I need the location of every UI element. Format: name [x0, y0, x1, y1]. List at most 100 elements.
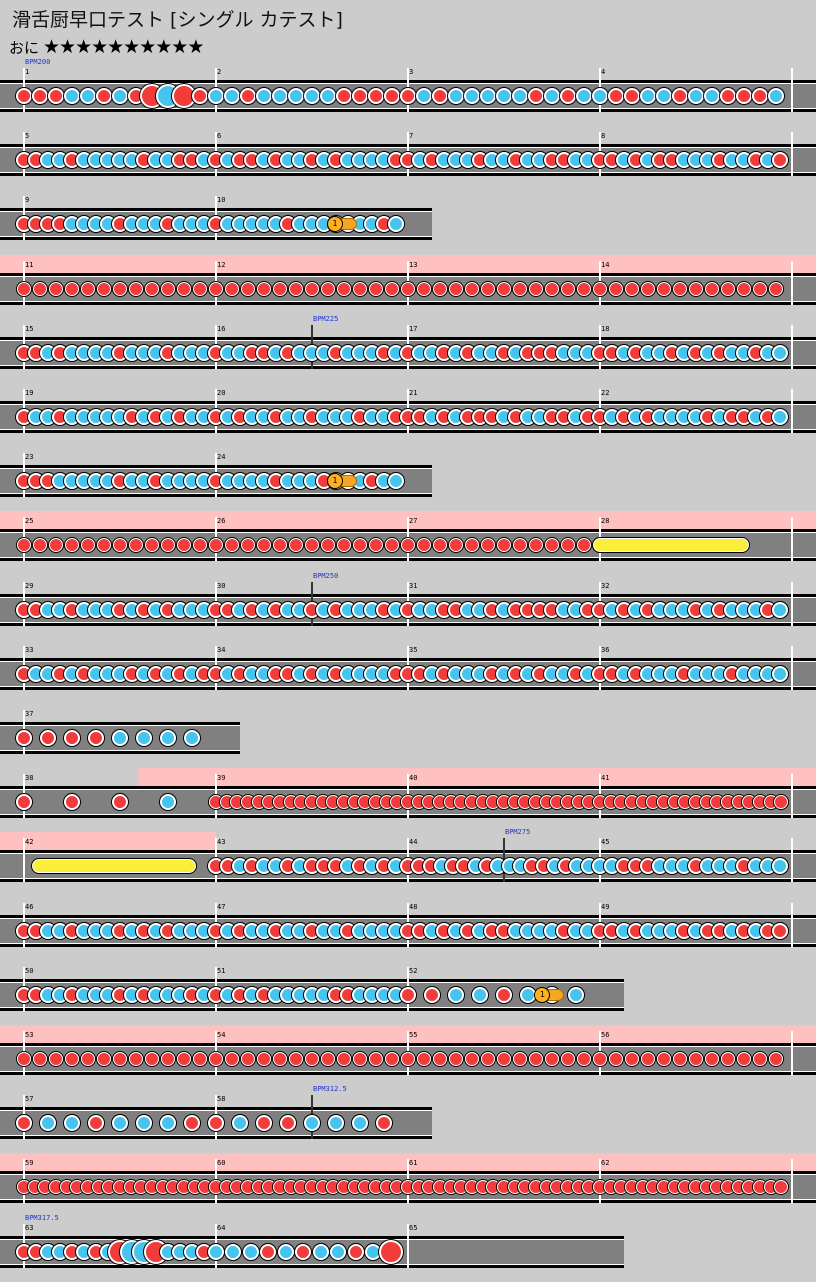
don-note: [401, 538, 415, 553]
measure-number: 31: [409, 581, 418, 590]
don-note: [353, 538, 367, 553]
don-note: [497, 1052, 511, 1066]
ka-note: [112, 88, 128, 104]
chart-row: 11 12 13 14: [0, 254, 816, 319]
balloon-note: 1: [534, 986, 566, 1003]
don-note: [385, 1052, 399, 1066]
measure-number: 45: [601, 838, 610, 847]
measure-number: 16: [217, 324, 226, 333]
don-note: [177, 538, 191, 553]
measure-number: 53: [25, 1031, 34, 1039]
measure-number: 41: [601, 774, 610, 783]
don-note: [81, 1052, 95, 1066]
bpm-label: BPM250: [313, 571, 339, 580]
don-note: [209, 281, 223, 296]
don-note: [577, 538, 591, 553]
don-note: [673, 1052, 687, 1066]
measure-number: 17: [409, 324, 418, 333]
don-note: [689, 281, 703, 296]
chart-row: 15 16 17 18 BPM225: [0, 315, 816, 383]
chart-row: 33 34 35 36: [0, 640, 816, 704]
don-note: [305, 538, 319, 553]
don-note: [305, 1052, 319, 1066]
measure-number: 47: [217, 902, 226, 911]
balloon-note: 1: [327, 216, 359, 233]
ka-note: [772, 858, 788, 875]
don-note: [33, 538, 47, 553]
barline: [791, 132, 793, 177]
don-note: [208, 1115, 224, 1132]
measure-number: 52: [409, 966, 418, 975]
don-note: [17, 1052, 31, 1066]
don-note: [65, 1052, 79, 1066]
ka-note: [80, 88, 96, 104]
don-note: [193, 281, 207, 296]
don-note: [513, 538, 527, 553]
measure-number: 5: [25, 132, 30, 141]
balloon-note: 1: [327, 473, 359, 490]
measure-number: 42: [25, 838, 34, 847]
don-note: [376, 1115, 392, 1132]
don-note: [577, 281, 591, 296]
don-note: [449, 1052, 463, 1066]
don-note: [96, 88, 112, 104]
page-title: 滑舌厨早口テスト [シングル カテスト]: [12, 9, 343, 31]
don-note: [48, 88, 64, 104]
measure-number: 55: [409, 1031, 418, 1039]
ka-note: [160, 1115, 176, 1132]
don-note: [369, 538, 383, 553]
don-note: [369, 1052, 383, 1066]
don-note: [772, 922, 788, 939]
measure-number: 36: [601, 645, 610, 654]
don-note: [424, 986, 440, 1003]
don-note: [16, 1115, 32, 1132]
don-note: [465, 538, 479, 553]
measure-number: 63: [25, 1223, 34, 1232]
don-note: [240, 88, 256, 104]
measure-number: 44: [409, 838, 418, 847]
ka-note: [328, 1115, 344, 1132]
don-note: [721, 1052, 735, 1066]
don-note: [112, 794, 128, 811]
barline: [791, 838, 793, 883]
don-note: [184, 1115, 200, 1132]
ka-note: [772, 665, 788, 682]
don-note: [305, 281, 319, 296]
don-note: [81, 538, 95, 553]
don-note: [113, 281, 127, 296]
measure-number: 60: [217, 1159, 226, 1168]
ka-note: [352, 1115, 368, 1132]
don-note: [577, 1052, 591, 1066]
don-note: [257, 538, 271, 553]
don-note: [64, 730, 80, 746]
chart-row: 50 51 52 1: [0, 961, 624, 1025]
don-note: [321, 281, 335, 296]
don-note: [449, 281, 463, 296]
don-note: [593, 1052, 607, 1066]
measure-number: 65: [409, 1223, 418, 1232]
measure-number: 56: [601, 1031, 610, 1039]
measure-number: 62: [601, 1159, 610, 1168]
ka-note: [388, 473, 404, 490]
don-note: [400, 88, 416, 104]
don-note: [289, 1052, 303, 1066]
measure-number: 21: [409, 389, 418, 397]
measure-number: 8: [601, 132, 606, 141]
don-note: [88, 1115, 104, 1132]
measure-number: 30: [217, 581, 226, 590]
don-note: [177, 1052, 191, 1066]
don-note: [289, 538, 303, 553]
measure-number: 64: [217, 1223, 226, 1232]
measure-number: 3: [409, 68, 414, 76]
difficulty-label: おに: [9, 39, 40, 57]
measure-number: 22: [601, 389, 610, 397]
don-note: [145, 1052, 159, 1066]
don-note: [641, 281, 655, 296]
measure-number: 33: [25, 645, 34, 654]
chart-row: 1 2 3 4 BPM200: [0, 58, 816, 126]
barline: [23, 838, 25, 883]
don-note: [33, 281, 47, 296]
measure-number: 27: [409, 517, 418, 526]
barline: [791, 517, 793, 562]
don-note: [433, 281, 447, 296]
